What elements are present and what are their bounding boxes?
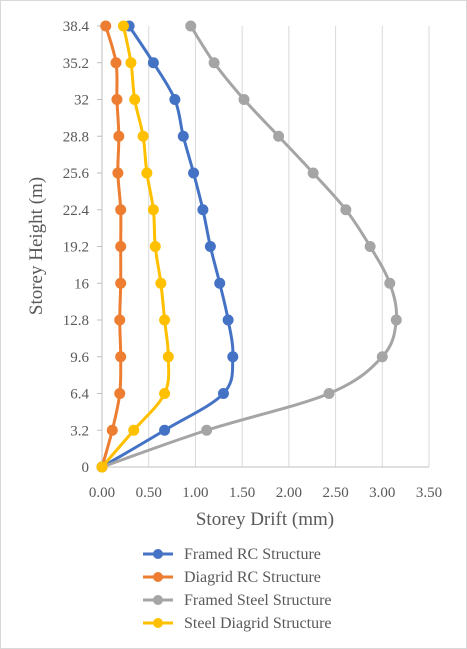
data-point: [155, 277, 167, 289]
y-tick-label: 6.4: [70, 387, 89, 403]
data-point: [115, 351, 127, 363]
data-point: [185, 20, 197, 32]
data-point: [214, 277, 226, 289]
data-point: [188, 167, 200, 179]
data-point: [159, 388, 171, 399]
data-point: [159, 424, 171, 436]
data-point: [137, 130, 149, 142]
data-point: [141, 167, 153, 179]
data-point: [125, 57, 137, 69]
data-point: [201, 424, 213, 436]
legend-label: Framed Steel Structure: [184, 592, 332, 609]
data-point: [112, 167, 124, 179]
axes: [97, 25, 429, 468]
x-axis-title: Storey Drift (mm): [196, 509, 334, 530]
y-tick-label: 19.2: [63, 240, 89, 256]
series-2: [96, 20, 402, 473]
data-point: [197, 204, 209, 216]
series-line: [101, 25, 399, 469]
data-point: [115, 204, 127, 216]
data-point: [222, 314, 234, 326]
data-point: [227, 351, 239, 363]
data-point: [114, 388, 126, 399]
y-tick-label: 28.8: [63, 129, 89, 145]
data-point: [384, 277, 396, 289]
data-point: [100, 20, 112, 32]
data-point: [115, 277, 127, 289]
legend-label: Framed RC Structure: [184, 546, 321, 563]
x-tick-label: 2.00: [276, 485, 302, 501]
legend-label: Steel Diagrid Structure: [184, 615, 332, 632]
x-tick-label: 3.00: [369, 485, 395, 501]
legend: Framed RC Structure Diagrid RC Structure F…: [143, 546, 332, 632]
legend-entry: Framed Steel Structure: [143, 592, 332, 609]
series-1: [96, 20, 127, 473]
data-point: [340, 204, 352, 216]
legend-swatch-marker: [153, 595, 163, 605]
legend-label: Diagrid RC Structure: [184, 569, 321, 586]
data-point: [238, 94, 250, 105]
y-tick-label: 3.2: [70, 423, 89, 439]
data-point: [162, 351, 174, 363]
data-point: [147, 204, 159, 216]
data-point: [110, 57, 122, 69]
y-tick-label: 9.6: [70, 350, 89, 366]
data-point: [273, 130, 285, 142]
x-tick-label: 1.50: [229, 485, 255, 501]
data-point: [117, 20, 129, 32]
data-point: [96, 461, 108, 473]
data-point: [323, 388, 335, 399]
data-point: [111, 94, 123, 105]
x-tick-label: 3.50: [416, 485, 442, 501]
y-tick-label: 35.2: [63, 56, 89, 72]
data-point: [204, 241, 216, 252]
data-point: [364, 241, 376, 252]
data-point: [114, 314, 126, 326]
data-point: [390, 314, 402, 326]
legend-entry: Diagrid RC Structure: [143, 569, 321, 586]
gridlines: [148, 26, 430, 467]
data-point: [106, 424, 118, 436]
y-tick-label: 0: [82, 460, 90, 476]
series: [96, 20, 402, 473]
x-tick-label: 0.50: [136, 485, 162, 501]
data-point: [115, 241, 127, 252]
x-tick-label: 1.00: [182, 485, 208, 501]
data-point: [149, 241, 161, 252]
tick-labels: 0.00 0.50 1.00 1.50 2.00 2.50 3.00 3.50 0 3.2 6.4 9…: [63, 19, 442, 501]
x-tick-label: 2.50: [322, 485, 348, 501]
x-tick-label: 0.00: [89, 485, 115, 501]
data-point: [129, 94, 141, 105]
data-point: [147, 57, 159, 69]
y-axis-title: Storey Height (m): [26, 177, 47, 315]
legend-entry: Framed RC Structure: [143, 546, 321, 563]
data-point: [113, 130, 125, 142]
data-point: [159, 314, 171, 326]
y-tick-label: 32: [74, 93, 89, 109]
legend-swatch-marker: [153, 618, 163, 628]
legend-entry: Steel Diagrid Structure: [143, 615, 332, 632]
y-tick-label: 16: [74, 276, 90, 292]
data-point: [177, 130, 189, 142]
y-tick-label: 12.8: [63, 313, 89, 329]
data-point: [128, 424, 140, 436]
data-point: [169, 94, 181, 105]
y-tick-label: 38.4: [63, 19, 90, 35]
legend-swatch-marker: [153, 572, 163, 582]
series-3: [96, 20, 174, 473]
data-point: [208, 57, 220, 69]
data-point: [217, 388, 229, 399]
legend-swatch-marker: [153, 549, 163, 559]
y-tick-label: 25.6: [63, 166, 90, 182]
data-point: [376, 351, 388, 363]
data-point: [307, 167, 319, 179]
y-tick-label: 22.4: [63, 203, 90, 219]
